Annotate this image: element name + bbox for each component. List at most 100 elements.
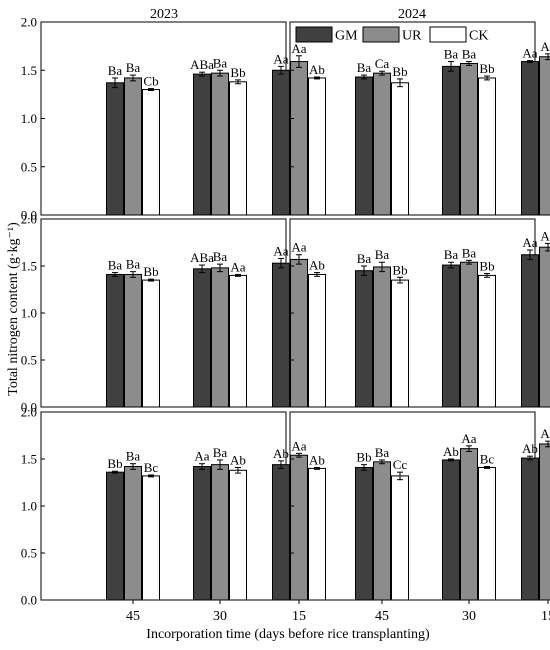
significance-label: Ab [522,441,538,456]
significance-label: Bb [392,64,407,79]
bar-ur [211,464,229,601]
significance-label: Ba [357,251,372,266]
significance-label: Ba [126,257,141,272]
significance-label: Aa [273,51,288,66]
significance-label: Bc [480,452,495,467]
significance-label: Aa [540,39,550,54]
significance-label: Ba [213,55,228,70]
y-tick-label: 2.0 [21,405,37,420]
significance-label: Cc [393,457,408,472]
legend-label-ck: CK [469,29,488,44]
bar-gm [442,459,460,601]
significance-label: Aa [540,426,550,441]
significance-label: Bb [479,259,494,274]
x-tick-label: 30 [213,609,227,624]
y-tick-label: 2.0 [21,212,37,227]
significance-label: Aa [461,431,476,446]
bar-ur [211,72,229,216]
x-tick-label: 15 [292,609,306,624]
significance-label: Ba [108,258,123,273]
bar-gm [106,273,124,408]
significance-label: ABa [190,57,214,72]
significance-label: Aa [522,235,537,250]
year-label-2023: 2023 [150,7,178,22]
bar-ur [539,246,550,408]
significance-label: Bb [143,264,158,279]
bar-ck [142,89,160,216]
panel-frame [40,218,287,408]
legend-label-ur: UR [402,29,422,44]
bar-gm [193,268,211,408]
bar-gm [106,82,124,216]
bar-ur [539,443,550,601]
significance-label: Bb [107,456,122,471]
y-tick-label: 0.5 [21,159,37,174]
bar-ur [539,56,550,216]
bar-ck [478,274,496,408]
significance-label: Ba [126,60,141,75]
significance-label: Ba [462,245,477,260]
significance-label: Ab [309,258,325,273]
y-tick-label: 1.5 [21,452,37,467]
bar-gm [193,466,211,601]
bar-ur [124,77,142,216]
bar-ur [290,61,308,216]
significance-label: Aa [291,438,306,453]
significance-label: Bb [479,61,494,76]
bar-gm [355,270,373,408]
significance-label: Ba [126,449,141,464]
panel-frame [40,21,287,216]
bar-gm [521,457,539,601]
bar-gm [272,69,290,216]
legend-swatch-ck [429,26,467,43]
bar-ur [211,267,229,408]
significance-label: Ab [309,452,325,467]
y-tick-label: 1.0 [21,306,37,321]
bar-gm [442,264,460,408]
bar-ur [124,466,142,601]
panel-frame [40,411,287,601]
bar-gm [272,464,290,601]
panel-frame [289,218,536,408]
x-tick-label: 45 [375,609,389,624]
y-tick-label: 2.0 [21,15,37,30]
y-tick-label: 1.5 [21,63,37,78]
significance-label: Aa [522,46,537,61]
bar-ck [391,279,409,408]
panel-frame [289,411,536,601]
y-tick-label: 1.0 [21,499,37,514]
legend-swatch-ur [362,26,400,43]
significance-label: Bb [356,450,371,465]
significance-label: Aa [273,243,288,258]
significance-label: Bb [392,262,407,277]
bar-gm [106,471,124,601]
panel-frame [289,21,536,216]
bar-gm [272,262,290,408]
significance-label: Aa [230,259,245,274]
y-tick-label: 0.0 [21,593,37,608]
bar-gm [521,61,539,216]
significance-label: Aa [540,228,550,243]
y-tick-label: 1.0 [21,111,37,126]
bar-gm [521,254,539,408]
bar-ur [460,448,478,601]
bar-ur [460,261,478,408]
significance-label: Ba [444,47,459,62]
bar-gm [193,73,211,216]
significance-label: Ba [375,445,390,460]
bar-ck [478,466,496,601]
y-tick-label: 0.0 [21,400,37,415]
bar-ck [308,467,326,601]
x-tick-label: 15 [541,609,550,624]
bar-ck [142,279,160,408]
bar-ck [308,77,326,216]
bar-ur [290,454,308,601]
bar-ck [142,475,160,601]
significance-label: Ba [213,445,228,460]
bar-ur [373,72,391,216]
significance-label: Ab [309,62,325,77]
significance-label: Ca [375,56,390,71]
bar-ur [124,273,142,408]
bar-gm [355,76,373,216]
